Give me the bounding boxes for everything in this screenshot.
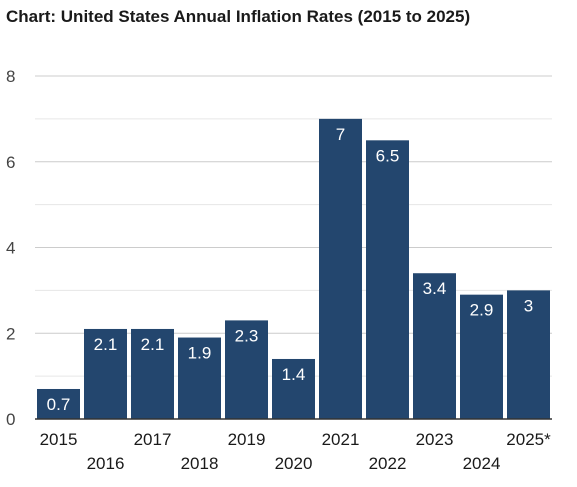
x-tick-label: 2015 [40,430,78,449]
bar-value-label: 2.9 [470,301,494,320]
bar-2024 [460,294,503,419]
bar-value-label: 1.4 [282,365,306,384]
bar-value-label: 7 [336,125,345,144]
bar-value-label: 2.1 [141,335,165,354]
bar-2016 [84,328,127,419]
bar-value-label: 3 [524,296,533,315]
bar-value-label: 1.9 [188,344,212,363]
bar-2015 [37,388,80,419]
bar-value-label: 2.3 [235,326,259,345]
y-tick-label: 8 [6,67,15,86]
bar-data-labels: 0.7 2.1 2.1 1.9 2.3 1.4 7 6.5 3.4 2.9 3 [47,125,534,414]
x-tick-label: 2024 [463,454,501,473]
x-axis-ticks: 2015 2016 2017 2018 2019 2020 2021 2022 2023 2024… [40,430,552,473]
bar-2017 [131,328,174,419]
y-tick-label: 0 [6,410,15,429]
y-tick-label: 6 [6,153,15,172]
y-tick-label: 2 [6,324,15,343]
x-tick-label: 2025* [506,430,551,449]
bars [37,118,550,419]
bar-2021 [319,118,362,419]
bar-2023 [413,273,456,419]
y-tick-label: 4 [6,239,15,258]
x-tick-label: 2017 [134,430,172,449]
bar-2020 [272,358,315,419]
x-tick-label: 2023 [416,430,454,449]
x-tick-label: 2018 [181,454,219,473]
x-tick-label: 2019 [228,430,266,449]
x-tick-label: 2022 [369,454,407,473]
bar-value-label: 6.5 [376,146,400,165]
y-axis-ticks: 0 2 4 6 8 [6,67,15,429]
bar-2022 [366,140,409,419]
bar-value-label: 2.1 [94,335,118,354]
chart-title: Chart: United States Annual Inflation Ra… [6,7,471,26]
x-tick-label: 2021 [322,430,360,449]
x-tick-label: 2016 [87,454,125,473]
x-tick-label: 2020 [275,454,313,473]
bar-2025 [507,290,550,419]
bar-value-label: 0.7 [47,395,71,414]
bar-2019 [225,320,268,419]
bar-2018 [178,337,221,419]
bar-value-label: 3.4 [423,279,447,298]
